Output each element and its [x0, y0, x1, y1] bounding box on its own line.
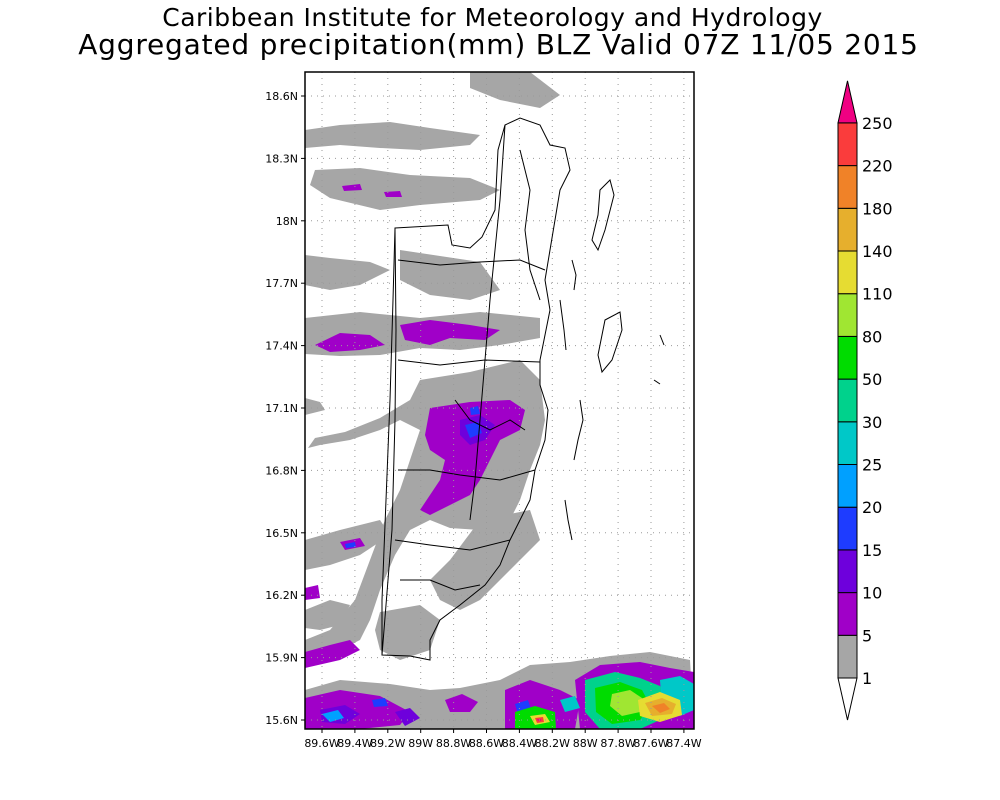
lon-tick-label: 89W: [408, 737, 433, 750]
colorbar-box: [837, 506, 858, 551]
colorbar-level-label: 140: [862, 242, 893, 261]
lon-tick-label: 89.2W: [370, 737, 405, 750]
colorbar-box: [837, 165, 858, 209]
colorbar-level-label: 30: [862, 413, 882, 432]
colorbar-box: [837, 250, 858, 295]
axis-ticks: 18.6N 18.3N 18N 17.7N 17.4N 17.1N 16.8N 16.5N 16…: [265, 90, 701, 750]
precip-20-25mm-areas: [322, 710, 344, 722]
lat-tick-label: 15.9N: [265, 652, 298, 665]
map-grid: [305, 72, 694, 729]
colorbar-boxes: [837, 80, 858, 721]
lon-tick-label: 88.4W: [502, 737, 537, 750]
colorbar-level-label: 25: [862, 456, 882, 475]
lon-tick-label: 88.6W: [469, 737, 504, 750]
lat-tick-label: 17.7N: [265, 277, 298, 290]
lon-tick-label: 88.2W: [535, 737, 570, 750]
country-outlines: [381, 117, 665, 661]
colorbar-level-label: 250: [862, 114, 893, 133]
lat-tick-label: 16.8N: [265, 464, 298, 477]
colorbar-level-label: 50: [862, 370, 882, 389]
colorbar-level-label: 220: [862, 157, 893, 176]
colorbar-level-label: 180: [862, 199, 893, 218]
lat-tick-label: 17.4N: [265, 340, 298, 353]
lon-tick-label: 89.6W: [304, 737, 339, 750]
map-subtitle: Aggregated precipitation(mm) BLZ Valid 0…: [78, 28, 919, 61]
lat-tick-label: 18N: [276, 215, 298, 228]
colorbar-box: [837, 549, 858, 594]
lon-tick-label: 87.6W: [633, 737, 668, 750]
lon-tick-label: 87.8W: [600, 737, 635, 750]
colorbar-box: [837, 207, 858, 252]
colorbar-level-label: 80: [862, 327, 882, 346]
lat-tick-label: 16.2N: [265, 589, 298, 602]
map-title: Caribbean Institute for Meteorology and …: [162, 3, 823, 32]
colorbar-level-label: 5: [862, 626, 872, 645]
lat-tick-label: 16.5N: [265, 527, 298, 540]
colorbar-box: [837, 464, 858, 508]
colorbar-level-label: 110: [862, 285, 893, 304]
colorbar-box: [837, 122, 858, 167]
lat-tick-label: 15.6N: [265, 714, 298, 727]
colorbar-top-arrow: [837, 80, 858, 124]
lat-tick-label: 17.1N: [265, 402, 298, 415]
colorbar-box: [837, 335, 858, 380]
lon-tick-label: 89.4W: [337, 737, 372, 750]
colorbar-box: [837, 378, 858, 423]
colorbar-level-label: 10: [862, 584, 882, 603]
precipitation-field: [305, 72, 694, 729]
colorbar-box: [837, 421, 858, 465]
colorbar-box: [837, 634, 858, 679]
colorbar-box: [837, 592, 858, 636]
lon-tick-label: 87.4W: [666, 737, 701, 750]
colorbar-level-label: 1: [862, 669, 872, 688]
lon-tick-label: 88.8W: [436, 737, 471, 750]
colorbar-bottom-arrow: [837, 677, 858, 721]
colorbar-box: [837, 293, 858, 337]
colorbar-level-label: 20: [862, 498, 882, 517]
lat-tick-label: 18.3N: [265, 152, 298, 165]
lat-tick-label: 18.6N: [265, 90, 298, 103]
map-frame: [304, 71, 695, 730]
lon-tick-label: 88W: [573, 737, 598, 750]
colorbar-level-label: 15: [862, 541, 882, 560]
